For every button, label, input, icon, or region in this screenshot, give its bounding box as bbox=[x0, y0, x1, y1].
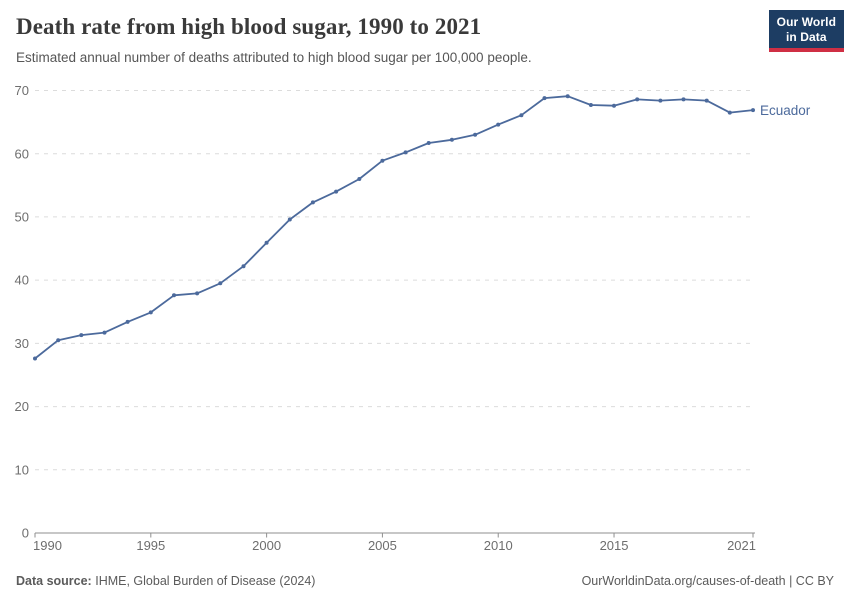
data-point-2003 bbox=[334, 189, 339, 194]
data-point-2011 bbox=[519, 113, 524, 118]
x-axis-label-2015: 2015 bbox=[600, 538, 629, 553]
chart-subtitle: Estimated annual number of deaths attrib… bbox=[16, 49, 532, 65]
data-point-1994 bbox=[125, 319, 130, 324]
x-axis-label-2010: 2010 bbox=[484, 538, 513, 553]
data-point-2008 bbox=[449, 137, 454, 142]
x-axis-label-2005: 2005 bbox=[368, 538, 397, 553]
data-point-2019 bbox=[704, 98, 709, 103]
data-point-1999 bbox=[241, 264, 246, 269]
data-source-text: IHME, Global Burden of Disease (2024) bbox=[95, 574, 316, 588]
chart-header: Death rate from high blood sugar, 1990 t… bbox=[16, 13, 750, 66]
entity-label: Ecuador bbox=[760, 103, 811, 118]
owid-logo-line2: in Data bbox=[785, 29, 827, 44]
data-point-2020 bbox=[727, 110, 732, 115]
owid-logo-line1: Our World bbox=[776, 15, 836, 29]
data-source-label: Data source: bbox=[16, 574, 92, 588]
data-point-1998 bbox=[218, 281, 223, 286]
data-point-2014 bbox=[588, 103, 593, 107]
data-point-1993 bbox=[102, 330, 107, 335]
data-point-2006 bbox=[403, 150, 408, 155]
data-point-2015 bbox=[612, 103, 616, 108]
data-point-2004 bbox=[357, 177, 362, 181]
data-point-1992 bbox=[79, 333, 84, 338]
data-point-2010 bbox=[496, 122, 501, 127]
chart-title: Death rate from high blood sugar, 1990 t… bbox=[16, 14, 482, 39]
data-source: Data source: IHME, Global Burden of Dise… bbox=[16, 574, 315, 588]
data-point-2013 bbox=[565, 94, 570, 99]
data-point-2009 bbox=[473, 132, 478, 137]
data-point-2012 bbox=[542, 96, 547, 101]
x-axis-label-2000: 2000 bbox=[252, 538, 281, 553]
data-point-2005 bbox=[380, 158, 385, 163]
y-axis-label-40: 40 bbox=[15, 273, 29, 288]
y-axis-label-30: 30 bbox=[15, 336, 29, 351]
y-axis-label-60: 60 bbox=[15, 146, 29, 161]
data-point-2018 bbox=[681, 97, 686, 102]
chart-footer: Data source: IHME, Global Burden of Dise… bbox=[16, 574, 834, 588]
owid-logo[interactable]: Our World in Data bbox=[768, 10, 844, 53]
x-axis-label-1995: 1995 bbox=[136, 538, 165, 553]
data-point-1995 bbox=[148, 310, 153, 315]
data-point-2017 bbox=[658, 98, 663, 103]
data-point-1996 bbox=[172, 293, 176, 298]
series-line-ecuador bbox=[34, 95, 754, 360]
data-point-2007 bbox=[426, 141, 431, 145]
data-point-2001 bbox=[287, 217, 292, 222]
data-point-1997 bbox=[195, 291, 200, 296]
data-point-2002 bbox=[310, 200, 315, 205]
y-axis-label-0: 0 bbox=[22, 526, 29, 541]
y-axis-label-50: 50 bbox=[15, 209, 29, 224]
x-axis-label-1990: 1990 bbox=[33, 538, 62, 553]
data-point-2016 bbox=[635, 97, 640, 102]
y-axis-label-20: 20 bbox=[15, 399, 29, 414]
data-point-1991 bbox=[56, 338, 61, 343]
y-axis-label-10: 10 bbox=[15, 462, 29, 477]
license-link[interactable]: OurWorldinData.org/causes-of-death | CC … bbox=[581, 574, 834, 588]
y-axis-label-70: 70 bbox=[15, 83, 29, 98]
x-axis-label-2021: 2021 bbox=[727, 538, 756, 553]
data-point-2021 bbox=[751, 108, 755, 113]
data-point-2000 bbox=[264, 240, 269, 245]
data-point-1990 bbox=[33, 356, 37, 361]
